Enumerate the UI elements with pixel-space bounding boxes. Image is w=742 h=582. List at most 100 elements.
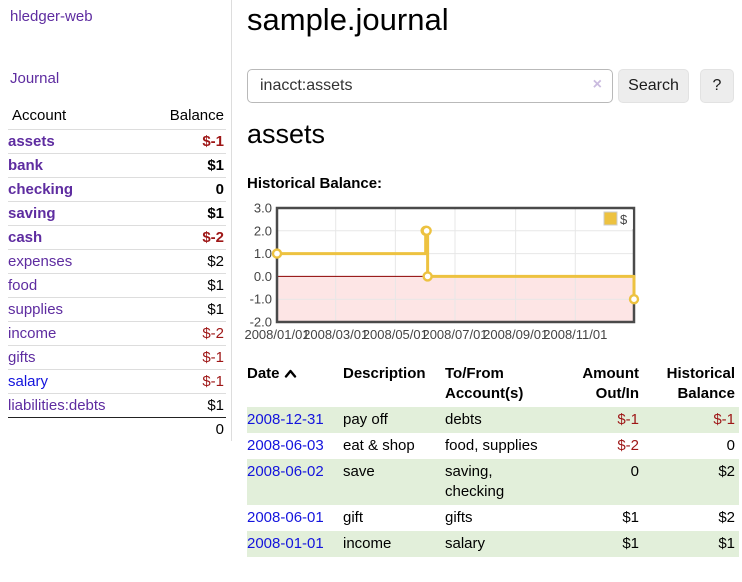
account-balance: $2 <box>142 249 226 274</box>
accounts-table-header: Account Balance <box>8 104 226 130</box>
account-balance: $-1 <box>142 345 226 370</box>
transaction-date-link[interactable]: 2008-06-02 <box>247 463 324 480</box>
register-table: Date Description To/From Account(s) Amou… <box>247 362 739 557</box>
account-row: liabilities:debts $1 <box>8 393 226 418</box>
account-balance: $1 <box>142 393 226 418</box>
search-button[interactable]: Search <box>618 69 689 103</box>
account-row: income $-2 <box>8 321 226 346</box>
search-input[interactable] <box>247 69 613 103</box>
svg-text:2008/01/01: 2008/01/01 <box>244 327 309 342</box>
register-balance-cell: 0 <box>726 437 735 454</box>
svg-text:$: $ <box>620 212 628 227</box>
register-balance-cell: $1 <box>718 535 735 552</box>
account-row: supplies $1 <box>8 297 226 322</box>
svg-text:3.0: 3.0 <box>254 201 272 216</box>
accounts-total-value: 0 <box>142 417 226 441</box>
account-link-expenses[interactable]: expenses <box>8 253 73 270</box>
accounts-header-account: Account <box>8 104 143 130</box>
register-amount-cell: $-1 <box>617 411 639 428</box>
account-link-food[interactable]: food <box>8 277 38 294</box>
clear-search-icon[interactable]: × <box>592 76 602 93</box>
svg-text:1.0: 1.0 <box>254 246 272 261</box>
register-accounts-cell: food, supplies <box>445 437 538 454</box>
account-link-income[interactable]: income <box>8 325 57 342</box>
register-row: 2008-06-03 eat & shop food, supplies $-2 0 <box>247 433 739 459</box>
register-header-balance: Historical Balance <box>666 365 735 402</box>
transaction-date-link[interactable]: 2008-06-01 <box>247 509 324 526</box>
account-row: expenses $2 <box>8 249 226 274</box>
register-accounts-cell: salary <box>445 535 486 552</box>
chart-title: Historical Balance: <box>247 175 383 192</box>
register-row: 2008-12-31 pay off debts $-1 $-1 <box>247 407 739 433</box>
register-accounts-cell: saving, checking <box>445 463 505 500</box>
register-description-cell: pay off <box>343 411 388 428</box>
svg-text:-2.0: -2.0 <box>250 315 272 330</box>
help-button[interactable]: ? <box>700 69 734 103</box>
account-row: salary $-1 <box>8 369 226 394</box>
register-date-cell: 2008-01-01 <box>247 531 343 557</box>
register-amount-cell: $1 <box>622 509 639 526</box>
register-row: 2008-06-02 save saving, checking 0 $2 <box>247 459 739 505</box>
register-row: 2008-06-01 gift gifts $1 $2 <box>247 505 739 531</box>
transaction-date-link[interactable]: 2008-12-31 <box>247 411 324 428</box>
register-header-row: Date Description To/From Account(s) Amou… <box>247 362 739 407</box>
svg-text:2008/11/01: 2008/11/01 <box>543 327 607 342</box>
register-header-accounts: To/From Account(s) <box>445 365 524 402</box>
account-row: checking 0 <box>8 177 226 202</box>
account-row: gifts $-1 <box>8 345 226 370</box>
account-row: food $1 <box>8 273 226 298</box>
transaction-date-link[interactable]: 2008-06-03 <box>247 437 324 454</box>
account-balance: $1 <box>142 153 226 178</box>
account-link-assets[interactable]: assets <box>8 133 55 150</box>
account-balance: $-1 <box>142 369 226 394</box>
register-date-cell: 2008-06-02 <box>247 459 343 505</box>
sidebar: hledger-web Journal Account Balance asse… <box>0 0 232 441</box>
account-row: cash $-2 <box>8 225 226 250</box>
accounts-total-row: 0 <box>8 417 226 441</box>
page-title: sample.journal <box>247 2 449 37</box>
register-description-cell: eat & shop <box>343 437 415 454</box>
account-link-saving[interactable]: saving <box>8 205 56 222</box>
search-box: × <box>247 69 613 103</box>
account-link-gifts[interactable]: gifts <box>8 349 36 366</box>
sidebar-item-journal[interactable]: Journal <box>10 70 60 87</box>
account-link-bank[interactable]: bank <box>8 157 44 174</box>
svg-text:2008/09/01: 2008/09/01 <box>483 327 548 342</box>
account-row: saving $1 <box>8 201 226 226</box>
account-balance: $1 <box>142 297 226 322</box>
historical-balance-chart: $3.0 2.0 1.0 0.0 -1.0 -2.0 2008/01/01 2008/03/0… <box>244 200 667 342</box>
account-balance: $-1 <box>142 129 226 154</box>
register-amount-cell: $1 <box>622 535 639 552</box>
chart-canvas: $3.0 2.0 1.0 0.0 -1.0 -2.02008/01/012008/03/0… <box>244 201 640 342</box>
account-row: bank $1 <box>8 153 226 178</box>
svg-text:0.0: 0.0 <box>254 269 272 284</box>
account-row: assets $-1 <box>8 129 226 154</box>
account-link-supplies[interactable]: supplies <box>8 301 64 318</box>
account-link-salary[interactable]: salary <box>8 373 49 390</box>
main-content: sample.journal × Search ? assets Histori… <box>244 0 742 582</box>
svg-text:2008/05/01: 2008/05/01 <box>363 327 428 342</box>
register-accounts-cell: debts <box>445 411 482 428</box>
svg-text:-1.0: -1.0 <box>250 292 272 307</box>
svg-text:2008/07/01: 2008/07/01 <box>422 327 487 342</box>
account-balance: $1 <box>142 273 226 298</box>
transaction-date-link[interactable]: 2008-01-01 <box>247 535 324 552</box>
account-balance: $-2 <box>142 225 226 250</box>
sort-asc-icon <box>284 364 297 384</box>
register-header-date[interactable]: Date <box>247 362 343 407</box>
register-tbody: 2008-12-31 pay off debts $-1 $-1 2008-06-03 ea… <box>247 407 739 557</box>
accounts-header-balance: Balance <box>142 104 226 130</box>
svg-text:2008/03/01: 2008/03/01 <box>303 327 368 342</box>
register-date-cell: 2008-06-03 <box>247 433 343 459</box>
register-balance-cell: $-1 <box>713 411 735 428</box>
account-balance: 0 <box>142 177 226 202</box>
register-description-cell: gift <box>343 509 364 526</box>
account-link-cash[interactable]: cash <box>8 229 43 246</box>
account-link-liabilities-debts[interactable]: liabilities:debts <box>8 397 106 414</box>
app-brand-link[interactable]: hledger-web <box>10 8 93 25</box>
account-link-checking[interactable]: checking <box>8 181 74 198</box>
search-bar: × Search ? <box>247 69 739 103</box>
register-balance-cell: $2 <box>718 509 735 526</box>
accounts-total-spacer <box>8 417 143 441</box>
accounts-table: Account Balance assets $-1 bank $1 checking 0… <box>8 104 226 441</box>
